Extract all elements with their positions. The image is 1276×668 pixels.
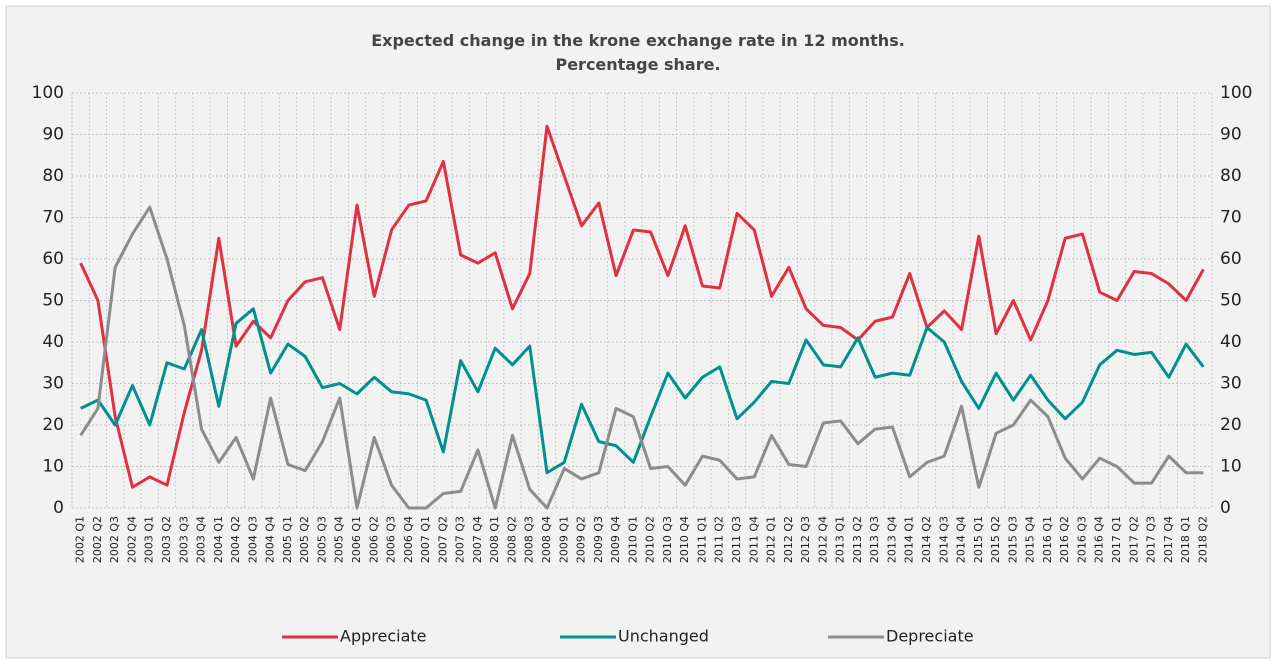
y-tick-label: 30 [42, 374, 64, 394]
x-tick-label: 2018 Q2 [1196, 516, 1209, 563]
x-tick-label: 2013 Q4 [885, 516, 898, 563]
x-tick-label: 2009 Q3 [592, 516, 605, 563]
y-tick-label: 10 [42, 457, 64, 477]
series-line [79, 124, 1205, 489]
x-tick-label: 2003 Q4 [195, 516, 208, 563]
x-tick-label: 2006 Q3 [385, 516, 398, 563]
y-tick-label: 40 [42, 332, 64, 352]
x-tick-label: 2010 Q3 [661, 516, 674, 563]
x-tick-label: 2012 Q3 [799, 516, 812, 563]
x-tick-label: 2004 Q3 [246, 516, 259, 563]
y2-tick-label: 30 [1220, 374, 1242, 394]
x-tick-label: 2015 Q3 [1006, 516, 1019, 563]
y-tick-label: 100 [32, 83, 64, 103]
x-tick-label: 2008 Q2 [505, 516, 518, 563]
x-tick-label: 2003 Q3 [177, 516, 190, 563]
x-tick-label: 2006 Q2 [367, 516, 380, 563]
x-tick-label: 2014 Q4 [955, 516, 968, 563]
x-tick-label: 2016 Q3 [1075, 516, 1088, 563]
x-tick-label: 2017 Q1 [1110, 516, 1123, 563]
x-tick-label: 2009 Q4 [609, 516, 622, 563]
x-tick-label: 2012 Q4 [816, 516, 829, 563]
x-tick-label: 2008 Q3 [523, 516, 536, 563]
x-tick-label: 2010 Q2 [644, 516, 657, 563]
y2-tick-label: 0 [1220, 498, 1231, 518]
x-tick-label: 2005 Q3 [315, 516, 328, 563]
x-tick-label: 2014 Q2 [920, 516, 933, 563]
x-tick-label: 2005 Q1 [281, 516, 294, 563]
y2-tick-label: 60 [1220, 249, 1242, 269]
x-tick-label: 2011 Q2 [713, 516, 726, 563]
x-tick-label: 2011 Q4 [747, 516, 760, 563]
y-tick-label: 50 [42, 291, 64, 311]
x-tick-label: 2003 Q1 [143, 516, 156, 563]
x-tick-label: 2005 Q2 [298, 516, 311, 563]
x-tick-label: 2015 Q1 [972, 516, 985, 563]
y2-tick-label: 90 [1220, 125, 1242, 145]
legend-label: Depreciate [886, 627, 974, 646]
x-tick-label: 2011 Q3 [730, 516, 743, 563]
x-tick-label: 2004 Q1 [212, 516, 225, 563]
x-tick-label: 2010 Q4 [678, 516, 691, 563]
y2-tick-label: 50 [1220, 291, 1242, 311]
y2-tick-label: 70 [1220, 208, 1242, 228]
x-tick-label: 2009 Q2 [575, 516, 588, 563]
x-tick-label: 2017 Q4 [1162, 516, 1175, 563]
x-tick-label: 2003 Q2 [160, 516, 173, 563]
x-tick-label: 2012 Q2 [782, 516, 795, 563]
x-tick-label: 2012 Q1 [765, 516, 778, 563]
y-tick-label: 70 [42, 208, 64, 228]
y2-tick-label: 20 [1220, 415, 1242, 435]
x-tick-label: 2002 Q3 [108, 516, 121, 563]
x-tick-label: 2017 Q2 [1127, 516, 1140, 563]
y-tick-label: 80 [42, 166, 64, 186]
y2-tick-label: 10 [1220, 457, 1242, 477]
x-tick-label: 2007 Q2 [436, 516, 449, 563]
chart-background [5, 5, 1271, 659]
y-tick-label: 60 [42, 249, 64, 269]
legend-label: Appreciate [340, 627, 427, 646]
x-tick-label: 2011 Q1 [695, 516, 708, 563]
x-tick-label: 2014 Q1 [903, 516, 916, 563]
x-tick-label: 2002 Q4 [125, 516, 138, 563]
y-tick-label: 20 [42, 415, 64, 435]
x-tick-label: 2004 Q2 [229, 516, 242, 563]
x-tick-label: 2009 Q1 [557, 516, 570, 563]
x-tick-label: 2016 Q2 [1058, 516, 1071, 563]
x-tick-label: 2004 Q4 [264, 516, 277, 563]
x-tick-label: 2015 Q2 [989, 516, 1002, 563]
x-tick-label: 2005 Q4 [333, 516, 346, 563]
x-tick-label: 2008 Q4 [540, 516, 553, 563]
x-tick-label: 2010 Q1 [626, 516, 639, 563]
x-tick-label: 2013 Q1 [834, 516, 847, 563]
x-tick-label: 2015 Q4 [1024, 516, 1037, 563]
y2-tick-label: 100 [1220, 83, 1252, 103]
x-tick-label: 2007 Q4 [471, 516, 484, 563]
x-tick-label: 2014 Q3 [937, 516, 950, 563]
x-tick-label: 2017 Q3 [1145, 516, 1158, 563]
x-tick-label: 2006 Q1 [350, 516, 363, 563]
x-tick-label: 2006 Q4 [402, 516, 415, 563]
x-tick-label: 2016 Q4 [1093, 516, 1106, 563]
y-tick-label: 90 [42, 125, 64, 145]
x-tick-label: 2002 Q1 [74, 516, 87, 563]
chart-title: Percentage share. [555, 55, 720, 74]
series-line [79, 205, 1204, 510]
legend-label: Unchanged [618, 627, 709, 646]
x-tick-label: 2013 Q3 [868, 516, 881, 563]
y2-tick-label: 80 [1220, 166, 1242, 186]
y2-tick-label: 40 [1220, 332, 1242, 352]
x-tick-label: 2016 Q1 [1041, 516, 1054, 563]
x-tick-label: 2018 Q1 [1179, 516, 1192, 563]
y-tick-label: 0 [53, 498, 64, 518]
x-tick-label: 2013 Q2 [851, 516, 864, 563]
x-tick-label: 2008 Q1 [488, 516, 501, 563]
chart-title: Expected change in the krone exchange ra… [371, 31, 905, 50]
x-tick-label: 2007 Q3 [454, 516, 467, 563]
x-tick-label: 2002 Q2 [91, 516, 104, 563]
x-tick-label: 2007 Q1 [419, 516, 432, 563]
